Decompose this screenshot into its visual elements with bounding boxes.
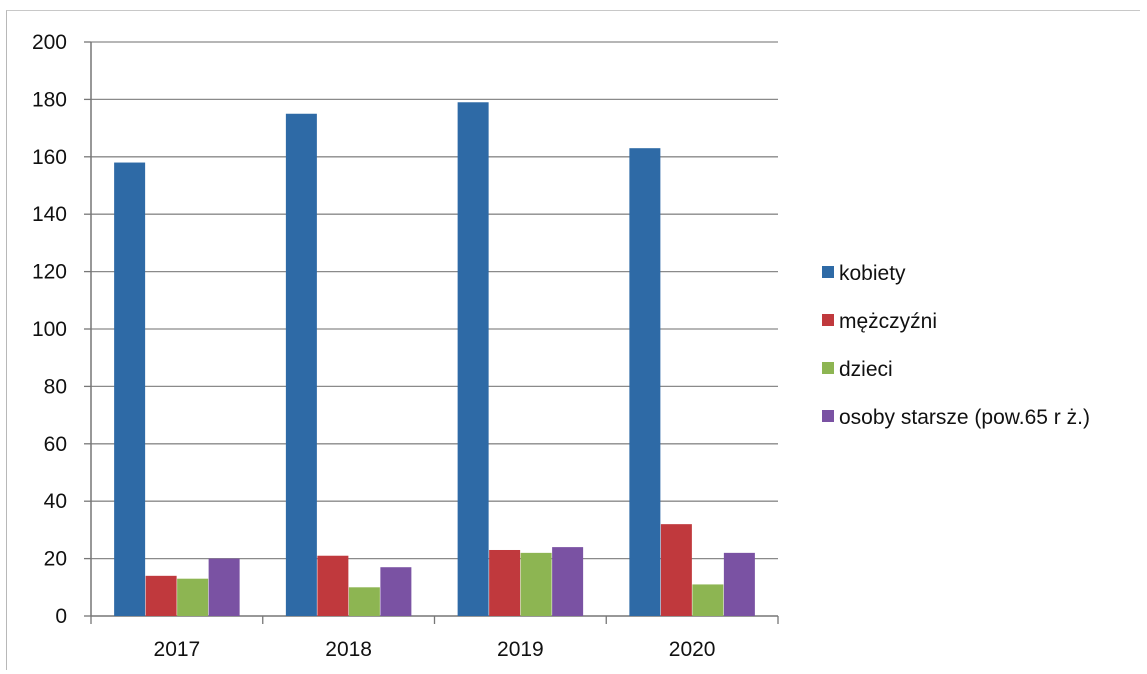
x-tick-label: 2020 — [669, 638, 716, 661]
y-tick-label: 80 — [44, 375, 67, 398]
bar-2019-1 — [489, 549, 521, 616]
legend-swatch — [822, 314, 834, 326]
y-tick-label: 140 — [32, 203, 67, 226]
x-tick-label: 2019 — [497, 638, 544, 661]
bar-2019-2 — [520, 552, 552, 616]
chart-frame — [6, 10, 1140, 670]
x-tick-label: 2018 — [325, 638, 372, 661]
bar-2018-2 — [348, 587, 380, 616]
y-tick-label: 60 — [44, 433, 67, 456]
y-tick-label: 180 — [32, 88, 67, 111]
bar-2017-2 — [177, 578, 209, 616]
legend-label: mężczyźni — [839, 310, 937, 333]
bar-2020-3 — [723, 552, 755, 616]
bar-2018-0 — [285, 113, 317, 616]
legend-label: dzieci — [839, 358, 893, 381]
bar-2020-2 — [692, 584, 724, 616]
bars — [114, 102, 755, 617]
y-tick-label: 0 — [55, 605, 67, 628]
y-tick-label: 100 — [32, 318, 67, 341]
y-tick-label: 40 — [44, 490, 67, 513]
y-tick-label: 200 — [32, 31, 67, 54]
legend-swatch — [822, 362, 834, 374]
bar-2017-3 — [208, 558, 240, 616]
bar-2020-1 — [660, 524, 692, 616]
bar-2017-1 — [145, 575, 177, 616]
bar-2019-3 — [552, 547, 584, 616]
legend: kobiety mężczyźni dzieci osoby starsze (pow… — [822, 262, 1090, 429]
bar-2017-0 — [114, 162, 146, 617]
y-tick-label: 120 — [32, 261, 67, 284]
bar-2019-0 — [457, 102, 489, 616]
legend-label: osoby starsze (pow.65 r ż.) — [839, 406, 1090, 429]
legend-swatch — [822, 410, 834, 422]
bar-2020-0 — [629, 148, 661, 616]
gridlines — [91, 41, 778, 560]
tick-labels: 0 20 40 60 80 100 120 140 160 180 200 2017 2018 2019 2… — [32, 31, 716, 661]
bar-2018-3 — [380, 567, 412, 616]
bar-2018-1 — [317, 555, 349, 616]
y-tick-label: 20 — [44, 548, 67, 571]
y-tick-label: 160 — [32, 146, 67, 169]
legend-swatch — [822, 266, 834, 278]
legend-label: kobiety — [839, 262, 906, 285]
x-tick-label: 2017 — [154, 638, 201, 661]
